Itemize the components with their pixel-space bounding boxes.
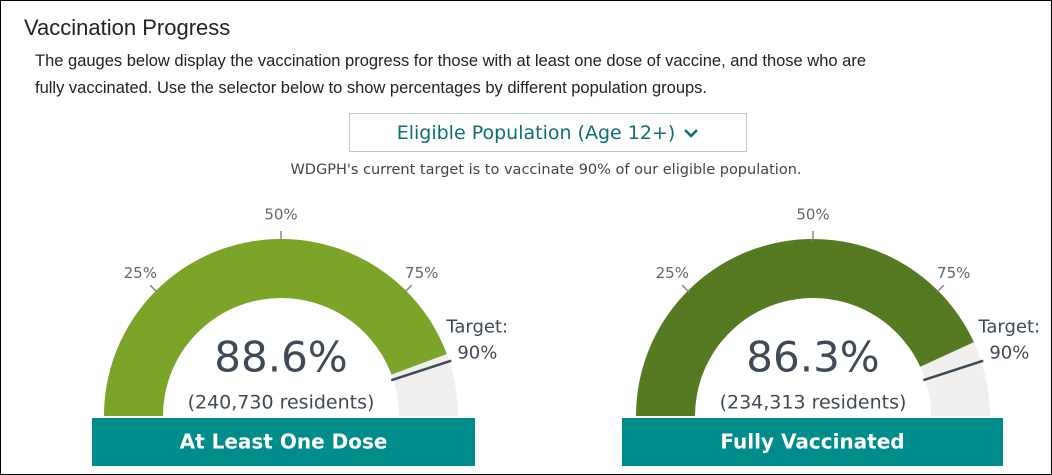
gauge-title: Fully Vaccinated bbox=[720, 430, 904, 454]
tick-label: 50% bbox=[264, 206, 297, 224]
gauge-footer bbox=[92, 418, 475, 466]
description-line: fully vaccinated. Use the selector below… bbox=[35, 79, 708, 97]
target-title: Target: bbox=[445, 316, 508, 337]
gauge-footer bbox=[622, 418, 1003, 466]
population-selector[interactable]: Eligible Population (Age 12+) bbox=[349, 113, 747, 152]
gauge-title: At Least One Dose bbox=[180, 430, 388, 454]
tick-label: 25% bbox=[124, 264, 157, 282]
target-line bbox=[922, 359, 984, 382]
target-note: WDGPH's current target is to vaccinate 9… bbox=[290, 162, 802, 178]
gauge-caption: (234,313 residents) bbox=[720, 392, 907, 414]
gauge-value: 86.3% bbox=[746, 333, 879, 382]
chevron bbox=[684, 128, 699, 138]
target-label: 90% bbox=[989, 342, 1029, 363]
target-line bbox=[390, 359, 452, 382]
gauge-caption: (240,730 residents) bbox=[188, 392, 375, 414]
gauge-fill bbox=[636, 238, 974, 416]
gauge-fill bbox=[104, 238, 447, 416]
tick-mark bbox=[404, 284, 413, 293]
target-title: Target: bbox=[977, 316, 1040, 337]
gauge-value: 88.6% bbox=[214, 333, 347, 382]
tick-mark bbox=[149, 284, 158, 293]
selector-label: Eligible Population (Age 12+) bbox=[396, 121, 676, 144]
tick-label: 75% bbox=[937, 264, 970, 282]
description-line: The gauges below display the vaccination… bbox=[35, 52, 867, 70]
tick-label: 50% bbox=[796, 206, 829, 224]
tick-mark bbox=[936, 284, 945, 293]
tick-label: 25% bbox=[656, 264, 689, 282]
tick-label: 75% bbox=[405, 264, 438, 282]
panel-title: Vaccination Progress bbox=[24, 15, 231, 40]
target-label: 90% bbox=[457, 342, 497, 363]
tick-mark bbox=[681, 284, 690, 293]
